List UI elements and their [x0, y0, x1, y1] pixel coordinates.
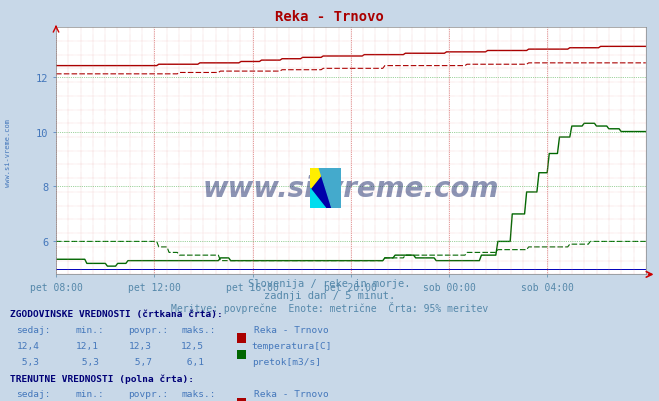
Polygon shape [310, 168, 341, 209]
Text: Meritve: povprečne  Enote: metrične  Črta: 95% meritev: Meritve: povprečne Enote: metrične Črta:… [171, 301, 488, 313]
Text: povpr.:: povpr.: [129, 389, 169, 398]
Text: min.:: min.: [76, 325, 105, 334]
Text: 5,7: 5,7 [129, 357, 152, 366]
Text: www.si-vreme.com: www.si-vreme.com [203, 174, 499, 203]
Text: 12,3: 12,3 [129, 341, 152, 350]
Text: TRENUTNE VREDNOSTI (polna črta):: TRENUTNE VREDNOSTI (polna črta): [10, 374, 194, 383]
Text: Reka - Trnovo: Reka - Trnovo [275, 10, 384, 24]
Text: maks.:: maks.: [181, 325, 215, 334]
Text: ZGODOVINSKE VREDNOSTI (črtkana črta):: ZGODOVINSKE VREDNOSTI (črtkana črta): [10, 310, 223, 318]
Text: maks.:: maks.: [181, 389, 215, 398]
Text: temperatura[C]: temperatura[C] [252, 341, 332, 350]
Text: 12,1: 12,1 [76, 341, 99, 350]
Text: pretok[m3/s]: pretok[m3/s] [252, 357, 321, 366]
Text: sedaj:: sedaj: [16, 389, 51, 398]
Text: 12,5: 12,5 [181, 341, 204, 350]
Text: 12,4: 12,4 [16, 341, 40, 350]
Text: min.:: min.: [76, 389, 105, 398]
Text: 5,3: 5,3 [16, 357, 40, 366]
Text: 5,3: 5,3 [76, 357, 99, 366]
Text: www.si-vreme.com: www.si-vreme.com [5, 118, 11, 186]
Text: Reka - Trnovo: Reka - Trnovo [254, 389, 328, 398]
Text: sedaj:: sedaj: [16, 325, 51, 334]
Text: povpr.:: povpr.: [129, 325, 169, 334]
Text: zadnji dan / 5 minut.: zadnji dan / 5 minut. [264, 290, 395, 300]
Text: 6,1: 6,1 [181, 357, 204, 366]
Polygon shape [310, 168, 326, 188]
Polygon shape [310, 188, 326, 209]
Polygon shape [319, 168, 341, 209]
Text: Reka - Trnovo: Reka - Trnovo [254, 325, 328, 334]
Text: Slovenija / reke in morje.: Slovenija / reke in morje. [248, 279, 411, 289]
